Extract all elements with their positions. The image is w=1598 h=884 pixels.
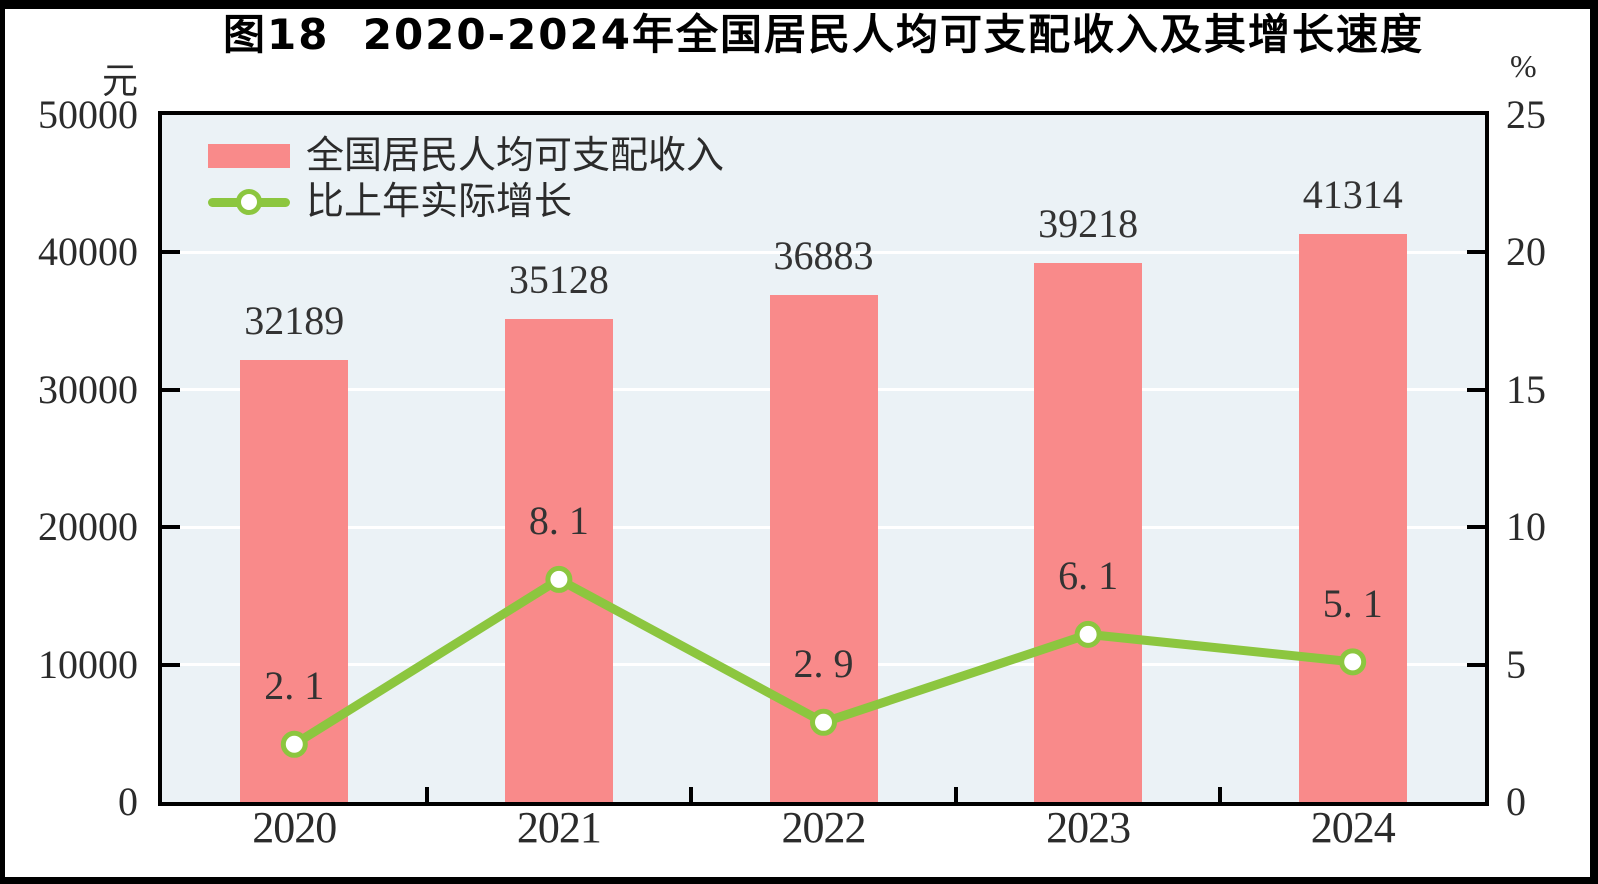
legend-line-marker-icon [236,189,262,215]
line-marker-2021 [545,565,573,593]
x-axis-tick [1218,787,1223,802]
right-axis-tick [1467,525,1485,530]
x-axis-label-2021: 2021 [516,803,602,852]
right-axis-tick [1467,387,1485,392]
x-axis-tick [689,787,694,802]
page-border-top [0,0,1598,9]
left-axis-tick [162,387,180,392]
bar-2021 [504,319,613,802]
left-axis-tick-label: 40000 [38,229,138,275]
right-axis-tick-label: 10 [1506,504,1546,550]
gridline [162,250,1485,254]
x-axis-tick [424,787,429,802]
left-axis-tick [162,250,180,255]
x-axis-label-2024: 2024 [1310,803,1396,852]
left-axis-unit-label: 元 [101,61,138,101]
legend-label-income: 全国居民人均可支配收入 [306,135,725,177]
plot-area: 全国居民人均可支配收入 比上年实际增长 32189 35128 36883 39218… [158,111,1489,806]
x-axis-label-2023: 2023 [1046,803,1131,852]
right-axis-tick-label: 25 [1506,92,1546,137]
right-axis-unit-label: % [1510,48,1537,84]
x-axis-label-2020: 2020 [252,803,337,852]
legend-item-growth: 比上年实际增长 [208,179,724,225]
growth-value-label: 8. 1 [528,498,589,544]
left-axis-tick [162,662,180,667]
left-axis-tick-label: 50000 [38,92,138,137]
legend-growth-line-sample [208,187,290,217]
bar-2020 [240,359,349,802]
left-axis-tick [162,525,180,530]
legend-swatch-income-bar [208,144,290,168]
page-border-right [1590,0,1598,884]
left-axis-tick-label: 30000 [38,366,138,412]
line-marker-2024 [1339,648,1367,676]
growth-line-layer [280,565,1367,758]
growth-value-label: 2. 9 [793,641,854,687]
growth-value-label: 6. 1 [1058,553,1119,599]
right-axis-tick-label: 5 [1506,641,1526,687]
right-axis-tick [1467,662,1485,667]
bar-2023 [1034,263,1143,802]
line-marker-2020 [280,730,308,758]
bar-2024 [1298,234,1407,802]
bar-value-label: 35128 [508,257,609,303]
line-marker-2022 [810,708,837,736]
right-axis-tick-label: 0 [1506,779,1526,824]
page-border-left [0,0,5,884]
bar-value-label: 32189 [244,297,345,343]
legend: 全国居民人均可支配收入 比上年实际增长 [208,133,724,225]
bar-value-label: 36883 [773,233,874,279]
chart-title: 图18 2020-2024年全国居民人均可支配收入及其增长速度 [223,10,1424,59]
right-axis-tick [1467,250,1485,255]
right-axis-tick-label: 20 [1506,229,1546,275]
left-axis-tick-label: 10000 [38,641,138,687]
page-border-bottom [0,877,1598,884]
right-axis-tick-label: 15 [1506,366,1546,412]
bar-value-label: 41314 [1302,172,1403,218]
line-marker-2023 [1074,620,1102,648]
left-axis-tick-label: 20000 [38,504,138,550]
x-axis-label-2022: 2022 [781,803,866,852]
growth-value-label: 5. 1 [1322,580,1383,626]
left-axis-tick-label: 0 [118,779,138,824]
growth-value-label: 2. 1 [264,663,325,709]
bar-value-label: 39218 [1038,201,1139,247]
legend-label-growth: 比上年实际增长 [306,181,573,223]
legend-item-income: 全国居民人均可支配收入 [208,133,724,179]
x-axis-tick [953,787,958,802]
